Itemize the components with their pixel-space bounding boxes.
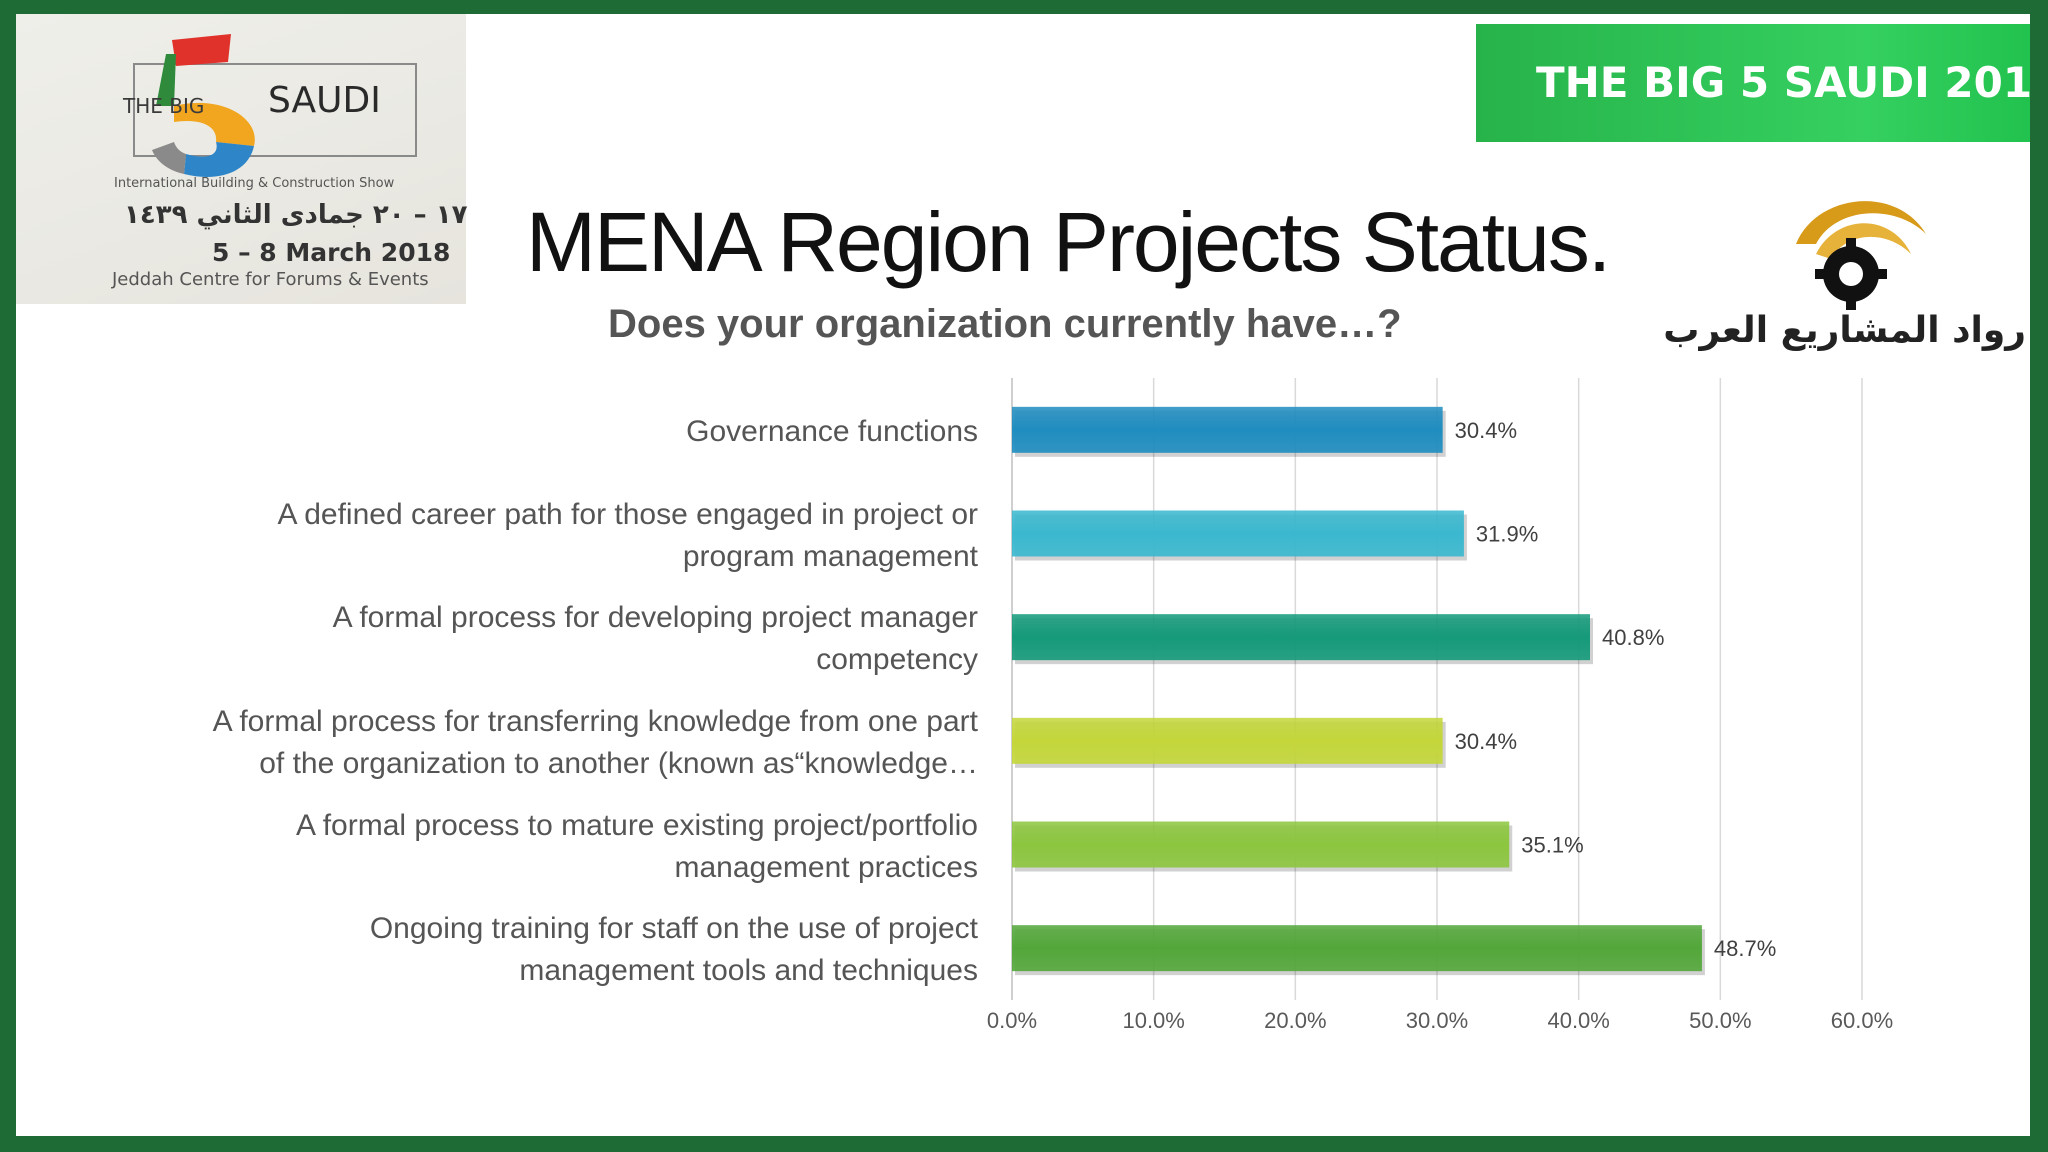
event-logo: THE BIG SAUDI International Building & C… xyxy=(16,14,468,304)
category-label-line: A formal process to mature existing proj… xyxy=(296,808,978,842)
x-tick-label: 60.0% xyxy=(1831,1008,1893,1033)
x-tick-label: 50.0% xyxy=(1689,1008,1751,1033)
bar xyxy=(1012,614,1590,661)
bar xyxy=(1012,510,1464,557)
x-tick-label: 10.0% xyxy=(1122,1008,1184,1033)
category-label-line: management tools and techniques xyxy=(519,954,978,988)
bar-chart: Governance functions A defined career pat… xyxy=(16,14,2030,1136)
category-label: A formal process for developing project … xyxy=(118,597,978,681)
bar xyxy=(1012,821,1510,868)
logo-the-big: THE BIG xyxy=(123,94,205,118)
chart-subtitle: Does your organization currently have…? xyxy=(608,302,1402,346)
category-label-line: A formal process for transferring knowle… xyxy=(212,704,978,738)
logo-tagline: International Building & Construction Sh… xyxy=(114,176,395,191)
data-label: 30.4% xyxy=(1455,418,1517,443)
category-label-line: A defined career path for those engaged … xyxy=(277,497,978,531)
logo-arabic-dates: ١٧ – ٢٠ جمادى الثاني ١٤٣٩ xyxy=(124,200,468,230)
category-label-line: Governance functions xyxy=(686,414,978,448)
x-tick-label: 0.0% xyxy=(987,1008,1037,1033)
bar xyxy=(1012,406,1443,453)
category-label-line: of the organization to another (known as… xyxy=(259,746,978,780)
event-banner: THE BIG 5 SAUDI 2018 xyxy=(1476,24,2030,142)
banner-text: THE BIG 5 SAUDI 2018 xyxy=(1536,58,2030,107)
x-tick-label: 20.0% xyxy=(1264,1008,1326,1033)
org-logo: رواد المشاريع العرب xyxy=(1663,184,2026,384)
data-label: 30.4% xyxy=(1455,729,1517,754)
data-label: 31.9% xyxy=(1476,522,1538,547)
category-label: Ongoing training for staff on the use of… xyxy=(118,908,978,992)
data-label: 48.7% xyxy=(1714,936,1776,961)
logo-saudi: SAUDI xyxy=(268,80,381,121)
category-label: A defined career path for those engaged … xyxy=(118,494,978,578)
logo-dates: 5 – 8 March 2018 xyxy=(212,238,451,267)
big5-logo-icon xyxy=(133,34,417,177)
data-label: 35.1% xyxy=(1521,833,1583,858)
bar xyxy=(1012,925,1702,972)
category-label: Governance functions xyxy=(118,411,978,453)
gear-sunrise-icon xyxy=(1796,201,1926,310)
category-label-line: Ongoing training for staff on the use of… xyxy=(369,912,978,946)
bar xyxy=(1012,717,1443,764)
category-label-line: competency xyxy=(816,643,978,677)
category-label-line: program management xyxy=(682,539,978,573)
x-tick-label: 30.0% xyxy=(1406,1008,1468,1033)
category-label-line: A formal process for developing project … xyxy=(332,601,978,635)
data-label: 40.8% xyxy=(1602,625,1664,650)
slide: THE BIG SAUDI International Building & C… xyxy=(16,14,2030,1136)
org-name: رواد المشاريع العرب xyxy=(1663,310,2026,351)
category-label-line: management practices xyxy=(674,850,979,884)
category-label: A formal process for transferring knowle… xyxy=(118,701,978,785)
x-tick-label: 40.0% xyxy=(1547,1008,1609,1033)
page-title: MENA Region Projects Status. xyxy=(526,195,1611,289)
category-label: A formal process to mature existing proj… xyxy=(118,805,978,889)
chart-plot: 0.0% 10.0% 20.0% 30.0% 40.0% 50.0% 60.0% 30.4% 3… xyxy=(987,378,1893,1033)
logo-venue: Jeddah Centre for Forums & Events xyxy=(112,269,429,290)
